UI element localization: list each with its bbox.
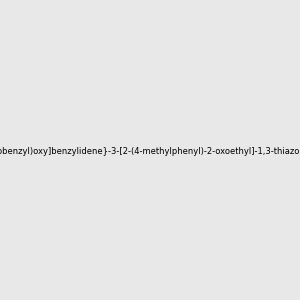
- Text: 5-{2-[(2-fluorobenzyl)oxy]benzylidene}-3-[2-(4-methylphenyl)-2-oxoethyl]-1,3-thi: 5-{2-[(2-fluorobenzyl)oxy]benzylidene}-3…: [0, 147, 300, 156]
